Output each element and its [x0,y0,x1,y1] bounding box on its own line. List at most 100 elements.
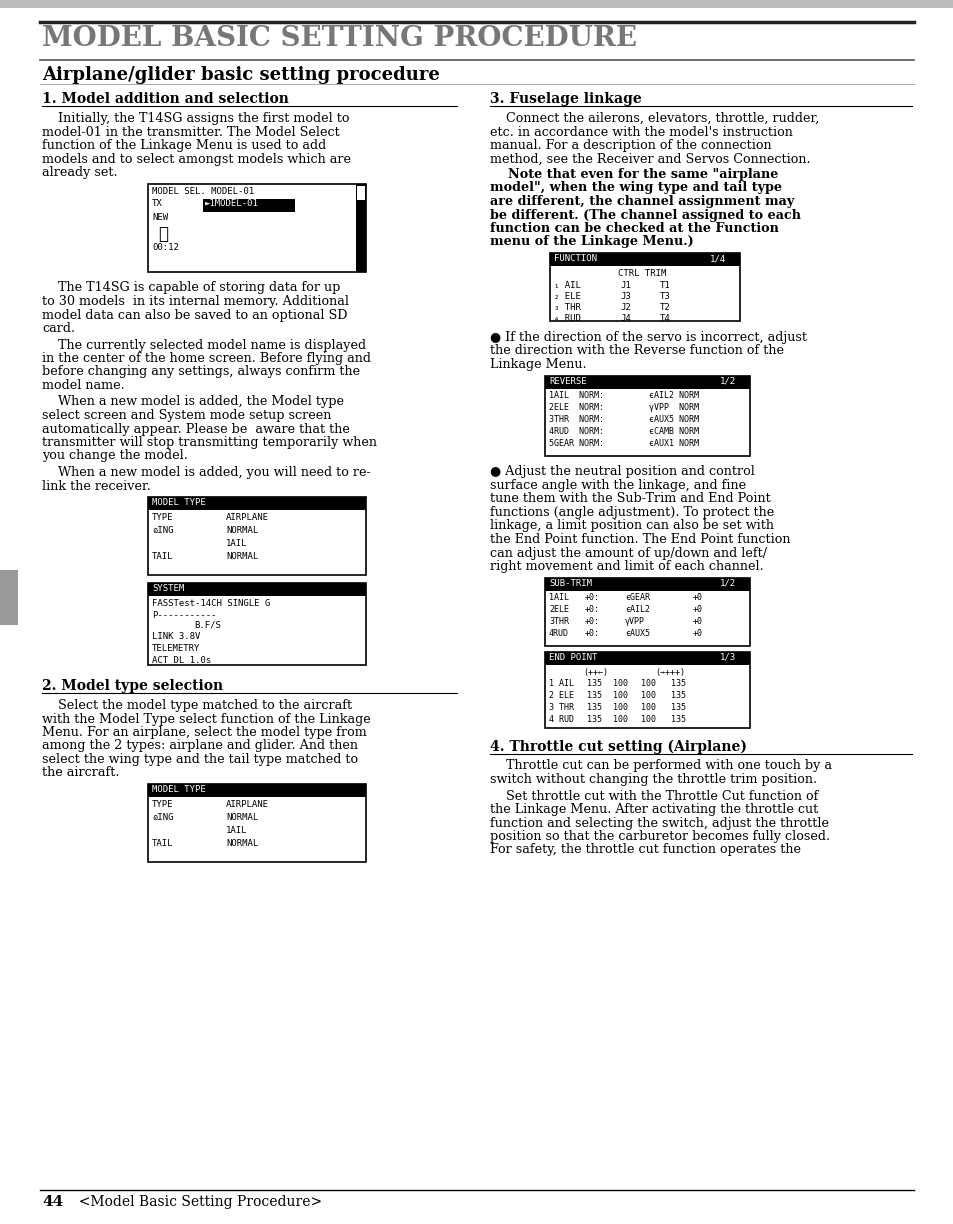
Text: єAUX1 NORM: єAUX1 NORM [648,439,699,448]
Text: 1/2: 1/2 [720,377,736,386]
Text: єAUX5 NORM: єAUX5 NORM [648,415,699,425]
Text: etc. in accordance with the model's instruction: etc. in accordance with the model's inst… [490,126,792,138]
Bar [148,497,366,575]
Text: AIRPLANE: AIRPLANE [226,513,269,521]
Text: be different. (The channel assigned to each: be different. (The channel assigned to e… [490,208,801,222]
Text: Initially, the T14SG assigns the first model to: Initially, the T14SG assigns the first m… [42,113,349,125]
Text: are different, the channel assignment may: are different, the channel assignment ma… [490,195,794,208]
Text: γVPP: γVPP [624,617,644,627]
Bar [544,578,749,590]
Text: NEW: NEW [152,213,168,222]
Text: єAIL2: єAIL2 [624,606,649,614]
Text: єGEAR: єGEAR [624,594,649,602]
Text: 1AIL: 1AIL [226,539,247,548]
Text: γVPP  NORM: γVPP NORM [648,404,699,412]
Text: transmitter will stop transmitting temporarily when: transmitter will stop transmitting tempo… [42,436,376,449]
Text: ɷING: ɷING [152,526,173,535]
Text: +0: +0 [692,629,702,639]
Bar [148,184,366,272]
Text: J3: J3 [619,293,630,301]
Text: J2: J2 [619,304,630,312]
Text: 3THR: 3THR [548,617,568,627]
Text: 4RUD: 4RUD [548,629,568,639]
Text: manual. For a description of the connection: manual. For a description of the connect… [490,140,771,152]
Text: among the 2 types: airplane and glider. And then: among the 2 types: airplane and glider. … [42,739,357,753]
Text: TAIL: TAIL [152,552,173,561]
Text: model-01 in the transmitter. The Model Select: model-01 in the transmitter. The Model S… [42,126,339,138]
Text: CTRL TRIM: CTRL TRIM [618,269,666,278]
Text: model name.: model name. [42,379,125,392]
Text: J4: J4 [619,315,630,323]
Text: AIRPLANE: AIRPLANE [226,800,269,809]
Text: you change the model.: you change the model. [42,449,188,463]
Bar [544,651,749,727]
Text: 1AIL: 1AIL [548,594,568,602]
Text: tune them with the Sub-Trim and End Point: tune them with the Sub-Trim and End Poin… [490,492,770,506]
Text: B.F/S: B.F/S [193,621,221,630]
Text: When a new model is added, the Model type: When a new model is added, the Model typ… [42,395,344,409]
Text: 100: 100 [613,679,627,688]
Text: NORMAL: NORMAL [226,552,258,561]
Text: 2 ELE: 2 ELE [548,692,574,700]
Text: 3THR  NORM:: 3THR NORM: [548,415,603,425]
Text: 2. Model type selection: 2. Model type selection [42,679,223,693]
Text: the aircraft.: the aircraft. [42,766,119,780]
Text: 135: 135 [586,704,601,712]
Text: select screen and System mode setup screen: select screen and System mode setup scre… [42,409,331,422]
Text: 1/2: 1/2 [720,579,736,588]
Text: 5GEAR NORM:: 5GEAR NORM: [548,439,603,448]
Text: Throttle cut can be performed with one touch by a: Throttle cut can be performed with one t… [490,760,831,772]
Bar [0,570,18,625]
Text: T1: T1 [659,282,670,290]
Text: ₂ ELE: ₂ ELE [554,293,580,301]
Text: before changing any settings, always confirm the: before changing any settings, always con… [42,366,359,378]
Text: 1. Model addition and selection: 1. Model addition and selection [42,92,289,106]
Bar [544,651,749,665]
Text: NORMAL: NORMAL [226,526,258,535]
Text: method, see the Receiver and Servos Connection.: method, see the Receiver and Servos Conn… [490,153,810,165]
Text: <Model Basic Setting Procedure>: <Model Basic Setting Procedure> [70,1195,322,1209]
Text: TAIL: TAIL [152,838,173,848]
Text: NORMAL: NORMAL [226,813,258,823]
Text: J1: J1 [619,282,630,290]
Text: 135: 135 [586,716,601,725]
Bar [544,376,749,388]
Text: can adjust the amount of up/down and left/: can adjust the amount of up/down and lef… [490,546,766,559]
Text: ₁ AIL: ₁ AIL [554,282,580,290]
Text: functions (angle adjustment). To protect the: functions (angle adjustment). To protect… [490,506,774,519]
Text: 2ELE  NORM:: 2ELE NORM: [548,404,603,412]
Bar [356,186,365,200]
Text: function of the Linkage Menu is used to add: function of the Linkage Menu is used to … [42,140,326,152]
Text: P-----------: P----------- [152,611,216,621]
Text: 1 AIL: 1 AIL [548,679,574,688]
Text: 00:12: 00:12 [152,242,178,251]
Text: Select the model type matched to the aircraft: Select the model type matched to the air… [42,699,352,712]
Text: T3: T3 [659,293,670,301]
Text: models and to select amongst models which are: models and to select amongst models whic… [42,153,351,165]
Text: 4 RUD: 4 RUD [548,716,574,725]
Text: FUNCTION: FUNCTION [554,255,597,263]
Text: Connect the ailerons, elevators, throttle, rudder,: Connect the ailerons, elevators, throttl… [490,113,819,125]
Text: +0:: +0: [584,617,599,627]
Text: MODEL TYPE: MODEL TYPE [152,498,206,507]
Text: 135: 135 [670,679,685,688]
Bar [148,785,366,797]
Bar [544,578,749,645]
Text: When a new model is added, you will need to re-: When a new model is added, you will need… [42,466,371,479]
Text: already set.: already set. [42,166,117,179]
Text: SYSTEM: SYSTEM [152,584,184,592]
Bar [355,184,366,272]
Text: For safety, the throttle cut function operates the: For safety, the throttle cut function op… [490,843,801,857]
Text: ₃ THR: ₃ THR [554,304,580,312]
Text: MODEL TYPE: MODEL TYPE [152,785,206,794]
Text: REVERSE: REVERSE [548,377,586,386]
Text: ● Adjust the neutral position and control: ● Adjust the neutral position and contro… [490,465,754,479]
Text: LINK 3.8V: LINK 3.8V [152,632,200,641]
Text: 4RUD  NORM:: 4RUD NORM: [548,427,603,437]
Text: +0:: +0: [584,594,599,602]
Text: 1/3: 1/3 [720,652,736,661]
Text: +0:: +0: [584,629,599,639]
Text: 100: 100 [640,679,656,688]
Text: function and selecting the switch, adjust the throttle: function and selecting the switch, adjus… [490,816,828,830]
Text: ✈: ✈ [158,226,168,244]
